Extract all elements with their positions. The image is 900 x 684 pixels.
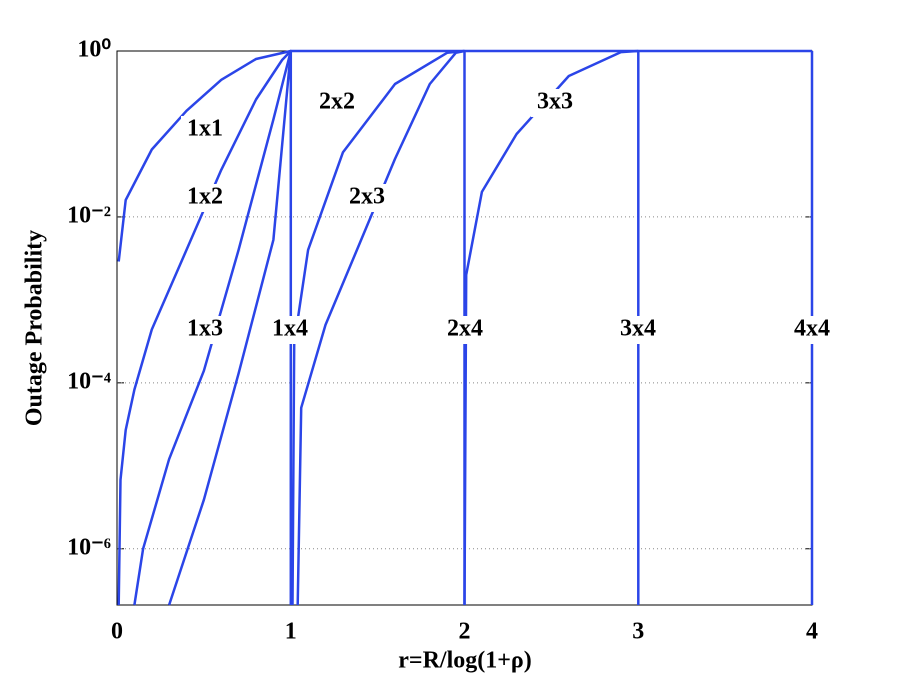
y-tick-label: 10⁻⁴	[67, 368, 111, 394]
x-tick-label: 3	[632, 619, 644, 645]
line	[167, 49, 293, 606]
line	[133, 50, 293, 606]
series-label: 2x2	[319, 89, 355, 115]
line	[463, 49, 639, 606]
label-background	[181, 184, 229, 212]
series-label: 1x1	[187, 116, 223, 142]
series-label: 3x4	[620, 316, 656, 342]
label-background	[614, 316, 662, 344]
series-label: 2x4	[447, 316, 483, 342]
x-tick-label: 1	[285, 619, 297, 645]
series-label: 3x3	[537, 89, 573, 115]
label-background	[441, 316, 489, 344]
x-tick-label: 2	[459, 619, 471, 645]
series-label: 1x2	[187, 184, 223, 210]
x-tick-label: 0	[111, 619, 123, 645]
series-label: 1x4	[272, 316, 308, 342]
label-background	[343, 184, 391, 212]
label-background	[788, 316, 836, 344]
y-axis-label: Outage Probability	[22, 230, 48, 426]
line	[117, 49, 812, 262]
y-tick-label: 10⁻²	[67, 202, 111, 228]
x-axis-label: r=R/log(1+ρ)	[398, 648, 532, 674]
y-tick-label: 10⁻⁶	[67, 534, 111, 560]
x-tick-label: 4	[806, 619, 818, 645]
label-background	[181, 316, 229, 344]
label-background	[266, 316, 314, 344]
label-background	[313, 89, 361, 117]
series-label: 1x3	[187, 316, 223, 342]
series-label: 4x4	[794, 316, 830, 342]
series-label: 2x3	[349, 184, 385, 210]
line	[117, 50, 292, 606]
label-background	[181, 116, 229, 144]
label-background	[531, 89, 579, 117]
y-tick-label: 10⁰	[77, 37, 111, 63]
